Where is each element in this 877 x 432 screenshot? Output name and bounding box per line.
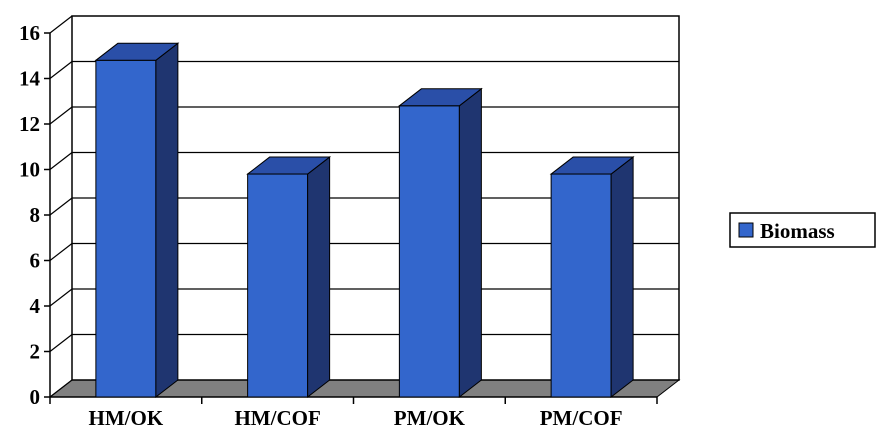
bar-side bbox=[458, 87, 482, 399]
x-category-label: PM/COF bbox=[540, 406, 623, 430]
bar-front bbox=[95, 59, 157, 398]
gridline-depth bbox=[49, 288, 73, 307]
x-category-label: HM/COF bbox=[234, 406, 320, 430]
y-tick-label: 10 bbox=[19, 158, 40, 182]
bar-front bbox=[550, 173, 612, 398]
gridline-depth bbox=[49, 243, 73, 261]
bar-side bbox=[610, 156, 634, 399]
gridline-depth bbox=[49, 61, 73, 79]
bar-side bbox=[307, 156, 331, 399]
gridline-depth bbox=[49, 379, 73, 398]
gridline-depth bbox=[49, 197, 73, 216]
legend-label-biomass: Biomass bbox=[760, 219, 835, 243]
gridline-depth bbox=[49, 15, 73, 34]
x-category-label: PM/OK bbox=[394, 406, 466, 430]
y-tick-label: 12 bbox=[19, 112, 40, 136]
gridline-depth bbox=[49, 152, 73, 170]
bar bbox=[94, 42, 180, 399]
bar-side bbox=[155, 42, 179, 399]
y-tick-labels: 0 2 4 6 8 10 12 14 16 bbox=[19, 21, 41, 409]
bar-front bbox=[398, 105, 460, 398]
category-labels: HM/OK HM/COF PM/OK PM/COF bbox=[89, 406, 623, 430]
y-tick-label: 2 bbox=[30, 340, 41, 364]
y-tick-label: 14 bbox=[19, 67, 41, 91]
gridline-depth bbox=[49, 106, 73, 125]
gridline-depth bbox=[49, 334, 73, 352]
y-tick-label: 4 bbox=[30, 294, 41, 318]
x-category-label: HM/OK bbox=[89, 406, 164, 430]
y-tick-label: 8 bbox=[30, 203, 41, 227]
bar-top bbox=[246, 156, 332, 175]
bars bbox=[94, 42, 635, 399]
bar bbox=[397, 87, 483, 399]
bar bbox=[549, 156, 635, 399]
bar bbox=[246, 156, 332, 399]
bar-top bbox=[94, 42, 180, 61]
legend: Biomass bbox=[729, 212, 876, 248]
bar-top bbox=[397, 88, 483, 107]
y-tick-label: 6 bbox=[30, 249, 41, 273]
bar-top bbox=[549, 156, 635, 175]
legend-box bbox=[729, 212, 876, 248]
legend-swatch bbox=[738, 222, 754, 238]
y-tick-label: 0 bbox=[30, 385, 41, 409]
y-tick-label: 16 bbox=[19, 21, 40, 45]
bar-front bbox=[247, 173, 309, 398]
